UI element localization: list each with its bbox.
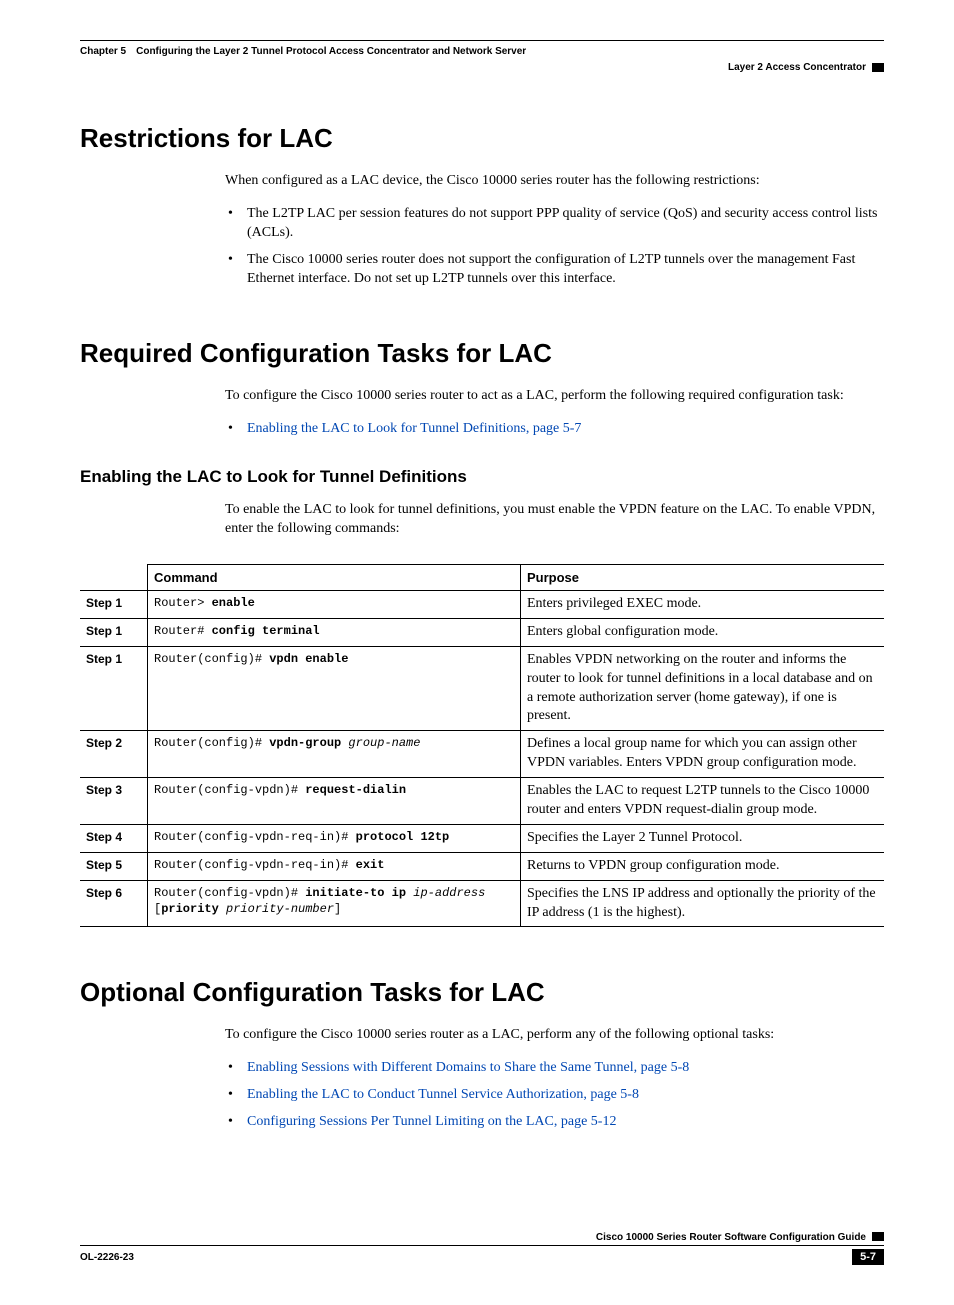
footer-title-row: Cisco 10000 Series Router Software Confi… [80, 1232, 884, 1243]
footer-rule [80, 1245, 884, 1246]
step-cell: Step 4 [80, 824, 148, 852]
command-cell: Router(config-vpdn)# request-dialin [148, 778, 521, 825]
command-cell: Router# config terminal [148, 618, 521, 646]
purpose-cell: Enables the LAC to request L2TP tunnels … [521, 778, 885, 825]
purpose-cell: Specifies the Layer 2 Tunnel Protocol. [521, 824, 885, 852]
purpose-cell: Enters privileged EXEC mode. [521, 591, 885, 619]
table-row: Step 5Router(config-vpdn-req-in)# exitRe… [80, 852, 884, 880]
optional-links: Enabling Sessions with Different Domains… [225, 1059, 884, 1132]
command-cell: Router(config)# vpdn-group group-name [148, 731, 521, 778]
heading-optional: Optional Configuration Tasks for LAC [80, 977, 884, 1008]
purpose-cell: Enters global configuration mode. [521, 618, 885, 646]
footer-marker-icon [872, 1232, 884, 1241]
command-cell: Router(config-vpdn)# initiate-to ip ip-a… [148, 880, 521, 927]
header-left: Chapter 5 Configuring the Layer 2 Tunnel… [80, 46, 526, 57]
step-cell: Step 2 [80, 731, 148, 778]
enabling-lac-intro: To enable the LAC to look for tunnel def… [225, 501, 884, 539]
optional-link-item-1: Enabling Sessions with Different Domains… [225, 1059, 884, 1078]
footer-title: Cisco 10000 Series Router Software Confi… [596, 1232, 866, 1243]
step-cell: Step 1 [80, 618, 148, 646]
page-header: Chapter 5 Configuring the Layer 2 Tunnel… [80, 46, 884, 57]
optional-intro: To configure the Cisco 10000 series rout… [225, 1026, 884, 1045]
restrictions-bullets: The L2TP LAC per session features do not… [225, 205, 884, 289]
step-cell: Step 1 [80, 591, 148, 619]
optional-link-item-2: Enabling the LAC to Conduct Tunnel Servi… [225, 1086, 884, 1105]
step-cell: Step 6 [80, 880, 148, 927]
table-col-step [80, 565, 148, 591]
table-header-row: Command Purpose [80, 565, 884, 591]
restrictions-bullet-2: The Cisco 10000 series router does not s… [225, 251, 884, 289]
table-row: Step 6Router(config-vpdn)# initiate-to i… [80, 880, 884, 927]
table-row: Step 4Router(config-vpdn-req-in)# protoc… [80, 824, 884, 852]
footer-page-number: 5-7 [852, 1249, 884, 1265]
required-link[interactable]: Enabling the LAC to Look for Tunnel Defi… [247, 421, 581, 436]
restrictions-intro: When configured as a LAC device, the Cis… [225, 172, 884, 191]
subheading-enabling-lac: Enabling the LAC to Look for Tunnel Defi… [80, 467, 884, 487]
footer-bottom: OL-2226-23 5-7 [80, 1249, 884, 1265]
command-table: Command Purpose Step 1Router> enableEnte… [80, 564, 884, 927]
step-cell: Step 1 [80, 646, 148, 731]
table-row: Step 3Router(config-vpdn)# request-diali… [80, 778, 884, 825]
required-links: Enabling the LAC to Look for Tunnel Defi… [225, 420, 884, 439]
table-col-purpose: Purpose [521, 565, 885, 591]
table-row: Step 1Router(config)# vpdn enableEnables… [80, 646, 884, 731]
command-cell: Router(config-vpdn-req-in)# protocol 12t… [148, 824, 521, 852]
step-cell: Step 5 [80, 852, 148, 880]
heading-required: Required Configuration Tasks for LAC [80, 338, 884, 369]
header-rule [80, 40, 884, 41]
table-col-command: Command [148, 565, 521, 591]
required-intro: To configure the Cisco 10000 series rout… [225, 387, 884, 406]
purpose-cell: Defines a local group name for which you… [521, 731, 885, 778]
table-row: Step 1Router# config terminalEnters glob… [80, 618, 884, 646]
command-cell: Router> enable [148, 591, 521, 619]
footer-docid: OL-2226-23 [80, 1252, 134, 1263]
optional-link-2[interactable]: Enabling the LAC to Conduct Tunnel Servi… [247, 1087, 639, 1102]
command-cell: Router(config)# vpdn enable [148, 646, 521, 731]
optional-link-3[interactable]: Configuring Sessions Per Tunnel Limiting… [247, 1114, 616, 1129]
header-right-wrap: Layer 2 Access Concentrator [728, 62, 884, 73]
purpose-cell: Enables VPDN networking on the router an… [521, 646, 885, 731]
required-link-item: Enabling the LAC to Look for Tunnel Defi… [225, 420, 884, 439]
optional-link-1[interactable]: Enabling Sessions with Different Domains… [247, 1060, 689, 1075]
optional-link-item-3: Configuring Sessions Per Tunnel Limiting… [225, 1113, 884, 1132]
purpose-cell: Returns to VPDN group configuration mode… [521, 852, 885, 880]
header-right: Layer 2 Access Concentrator [728, 62, 866, 73]
table-row: Step 2Router(config)# vpdn-group group-n… [80, 731, 884, 778]
page-footer: Cisco 10000 Series Router Software Confi… [80, 1232, 884, 1265]
table-row: Step 1Router> enableEnters privileged EX… [80, 591, 884, 619]
restrictions-bullet-1: The L2TP LAC per session features do not… [225, 205, 884, 243]
step-cell: Step 3 [80, 778, 148, 825]
heading-restrictions: Restrictions for LAC [80, 123, 884, 154]
page-header-right-row: Layer 2 Access Concentrator [80, 62, 884, 73]
header-marker-icon [872, 63, 884, 72]
purpose-cell: Specifies the LNS IP address and optiona… [521, 880, 885, 927]
command-cell: Router(config-vpdn-req-in)# exit [148, 852, 521, 880]
